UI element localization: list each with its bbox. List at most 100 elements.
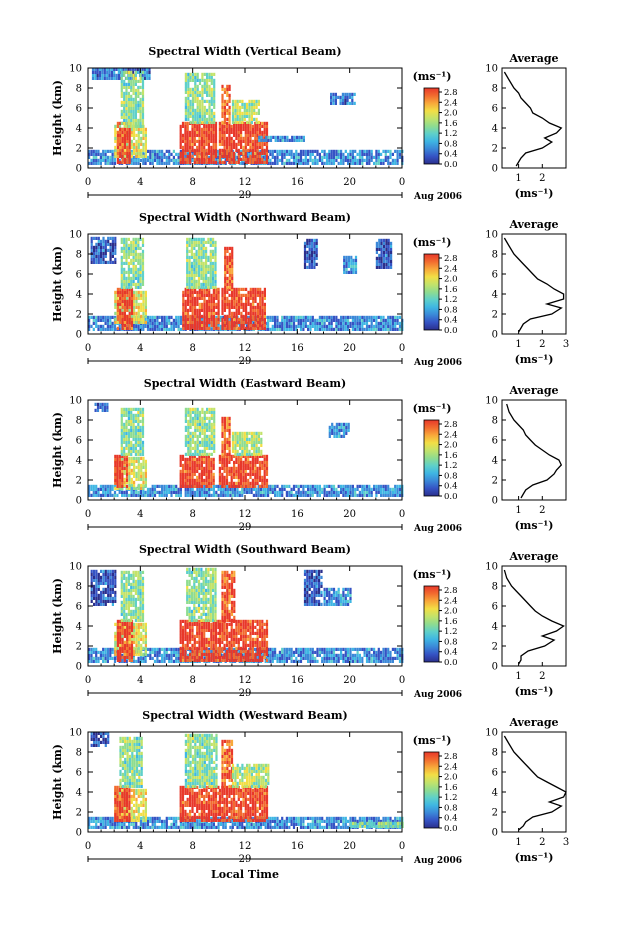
- data-cell: [137, 85, 140, 89]
- data-cell: [137, 431, 140, 435]
- data-cell: [207, 466, 210, 470]
- data-cell: [274, 135, 277, 139]
- data-cell: [97, 260, 100, 264]
- data-cell: [139, 437, 142, 441]
- data-cell: [378, 238, 381, 242]
- data-cell: [175, 493, 178, 497]
- data-cell: [398, 152, 402, 156]
- data-cell: [228, 273, 231, 277]
- data-cell: [330, 158, 333, 162]
- data-cell: [193, 160, 196, 164]
- data-cell: [212, 276, 215, 280]
- data-cell: [168, 490, 171, 494]
- data-cell: [123, 460, 126, 464]
- data-cell: [132, 279, 135, 283]
- data-cell: [130, 308, 134, 312]
- data-cell: [377, 158, 380, 162]
- data-cell: [238, 493, 241, 497]
- data-cell: [233, 314, 236, 318]
- data-cell: [90, 248, 93, 252]
- data-cell: [398, 490, 402, 494]
- data-cell: [125, 460, 129, 464]
- data-cell: [102, 155, 105, 159]
- data-cell: [134, 94, 137, 98]
- data-cell: [142, 145, 145, 149]
- data-cell: [193, 466, 196, 470]
- data-cell: [210, 117, 213, 121]
- y-tick-label: 6: [76, 270, 82, 281]
- data-cell: [186, 287, 190, 291]
- data-cell: [118, 305, 122, 309]
- data-cell: [179, 321, 182, 325]
- data-cell: [352, 270, 355, 274]
- data-cell: [196, 493, 199, 497]
- data-cell: [215, 315, 218, 319]
- data-cell: [137, 440, 140, 444]
- data-cell: [283, 161, 286, 165]
- data-cell: [236, 120, 239, 124]
- data-cell: [398, 324, 402, 328]
- data-cell: [257, 487, 260, 491]
- data-cell: [179, 469, 182, 473]
- data-cell: [230, 142, 233, 146]
- data-cell: [141, 273, 145, 277]
- data-cell: [307, 324, 310, 328]
- data-cell: [269, 161, 272, 165]
- data-cell: [142, 320, 145, 324]
- data-cell: [121, 454, 124, 458]
- data-cell: [203, 142, 206, 146]
- x-tick-label: 12: [239, 177, 252, 188]
- data-cell: [274, 484, 277, 488]
- data-cell: [125, 76, 128, 80]
- data-cell: [198, 139, 201, 143]
- data-cell: [196, 463, 199, 467]
- data-cell: [223, 317, 226, 321]
- data-cell: [127, 407, 130, 411]
- data-cell: [257, 120, 260, 124]
- data-cell: [200, 157, 203, 161]
- data-cell: [184, 155, 187, 159]
- data-cell: [125, 484, 129, 488]
- data-cell: [118, 324, 121, 328]
- data-cell: [226, 99, 229, 103]
- data-cell: [254, 326, 257, 330]
- data-cell: [205, 299, 208, 303]
- data-cell: [203, 326, 206, 330]
- data-cell: [323, 315, 326, 319]
- data-cell: [121, 302, 124, 306]
- data-cell: [189, 320, 192, 324]
- data-cell: [226, 490, 230, 494]
- data-cell: [224, 279, 227, 283]
- data-cell: [203, 287, 206, 291]
- data-cell: [378, 265, 381, 269]
- data-cell: [252, 317, 255, 321]
- data-cell: [306, 250, 309, 254]
- data-cell: [249, 136, 252, 140]
- data-cell: [391, 321, 394, 325]
- data-cell: [323, 321, 326, 325]
- data-cell: [125, 240, 128, 244]
- data-cell: [116, 121, 119, 125]
- data-cell: [207, 484, 210, 488]
- data-cell: [251, 127, 254, 131]
- data-cell: [207, 142, 210, 146]
- data-cell: [241, 493, 244, 497]
- data-cell: [231, 120, 235, 124]
- data-cell: [114, 469, 117, 473]
- data-cell: [130, 142, 133, 146]
- data-cell: [139, 237, 142, 241]
- data-cell: [344, 487, 347, 491]
- data-cell: [134, 258, 137, 262]
- data-cell: [203, 99, 206, 103]
- data-cell: [137, 471, 140, 475]
- data-cell: [237, 296, 241, 300]
- data-cell: [191, 152, 194, 156]
- data-cell: [97, 254, 100, 258]
- data-cell: [321, 161, 324, 165]
- data-cell: [127, 431, 130, 435]
- data-cell: [255, 99, 258, 103]
- data-cell: [368, 155, 371, 159]
- data-cell: [144, 320, 147, 324]
- data-cell: [205, 148, 208, 152]
- data-cell: [93, 257, 96, 261]
